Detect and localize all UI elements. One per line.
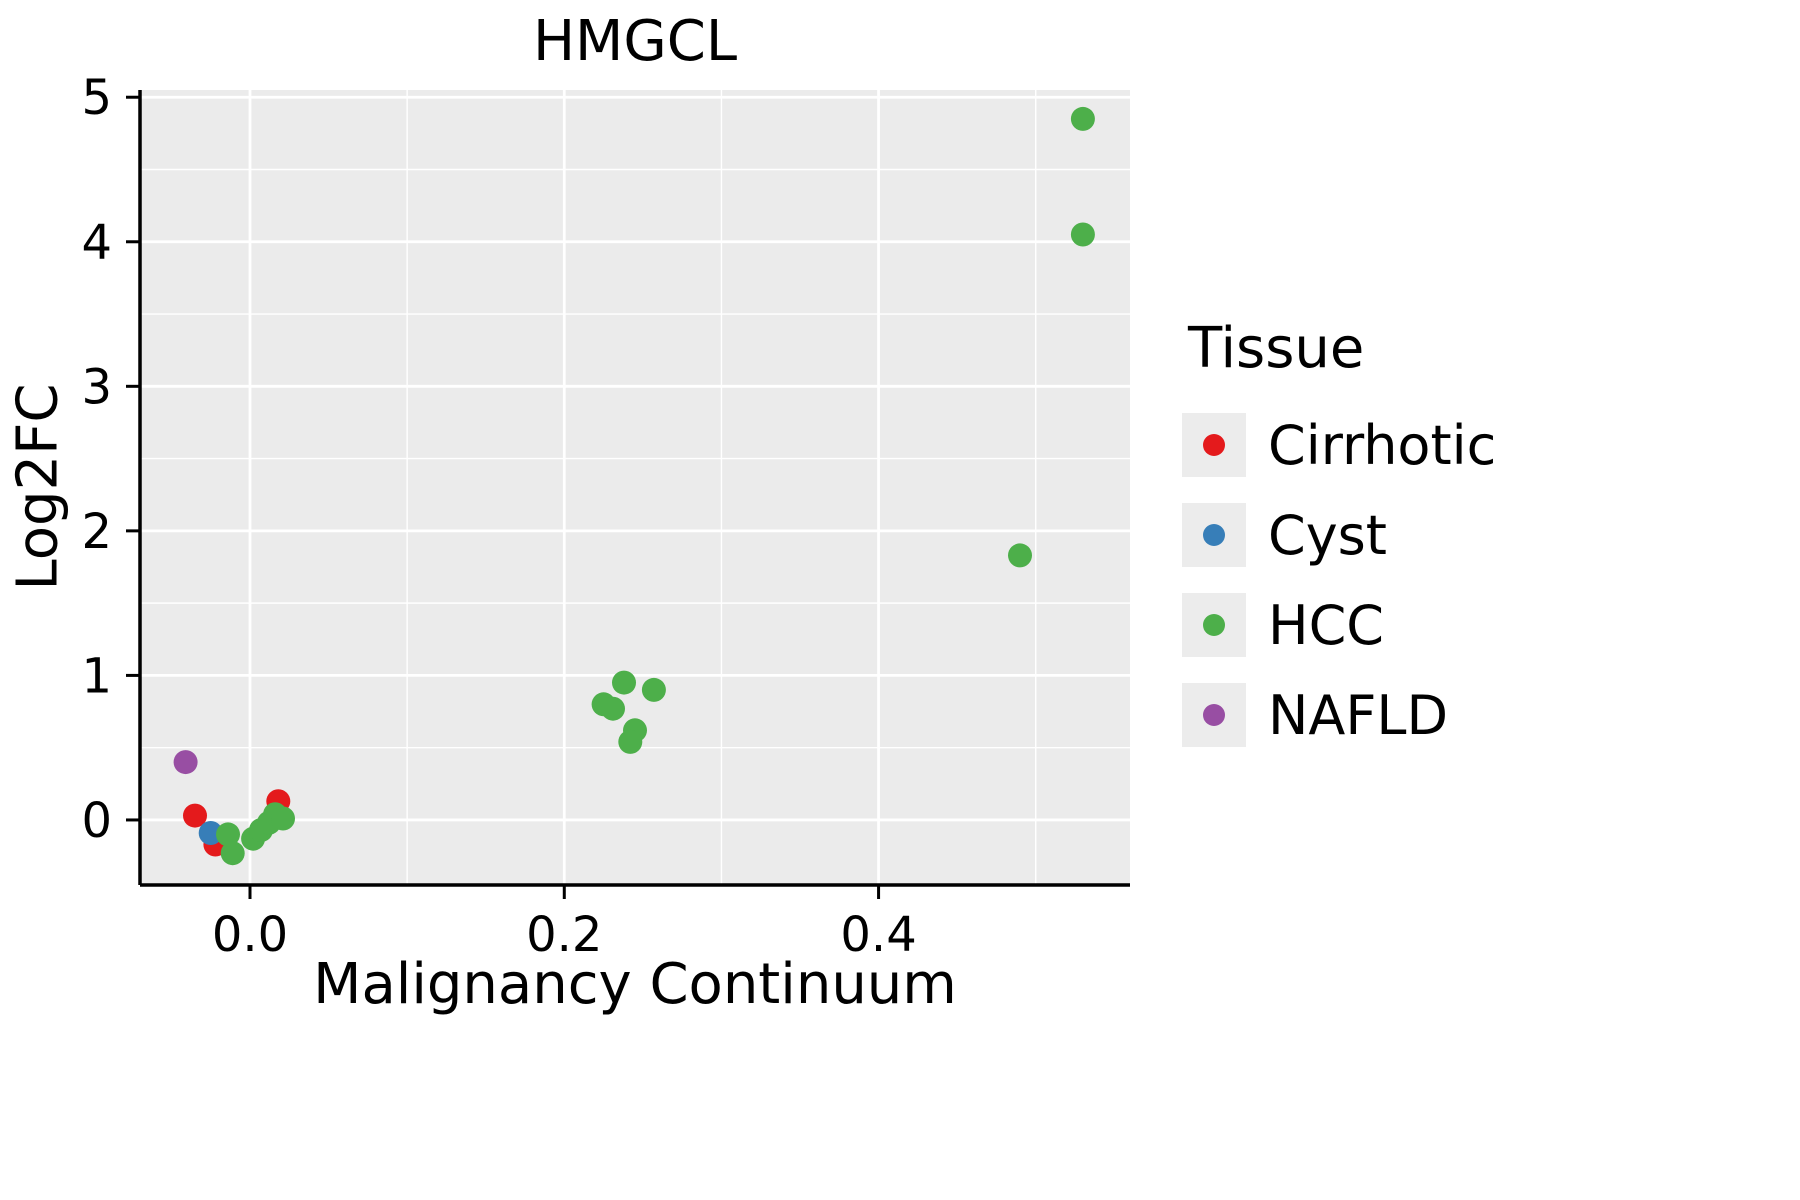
y-tick-label: 4 (81, 215, 112, 271)
legend-title: Tissue (1188, 316, 1365, 381)
legend-key (1182, 413, 1246, 477)
legend-swatch-dot-nafld (1203, 704, 1225, 726)
x-tick-label: 0.4 (840, 907, 916, 963)
data-point-hcc (1070, 106, 1095, 131)
data-point-hcc (601, 696, 625, 721)
legend-key (1182, 593, 1246, 657)
x-axis-label: Malignancy Continuum (313, 952, 957, 1017)
legend-swatch-dot-cyst (1203, 524, 1225, 546)
plot-title: HMGCL (532, 9, 738, 74)
legend-item-label: Cyst (1268, 503, 1387, 567)
y-tick-label: 3 (81, 359, 112, 415)
data-point-cyst (198, 821, 223, 845)
data-point-hcc (1070, 222, 1095, 247)
legend-item-label: HCC (1268, 593, 1385, 657)
legend-swatch-dot-hcc (1203, 614, 1225, 636)
x-tick-label: 0.0 (212, 907, 288, 963)
legend-item-hcc: HCC (1182, 593, 1496, 657)
data-point-hcc (216, 822, 240, 847)
legend-swatch-dot-cirrhotic (1203, 434, 1225, 456)
legend: Tissue Cirrhotic Cyst HCC NAFLD (1182, 316, 1496, 773)
legend-items: Cirrhotic Cyst HCC NAFLD (1182, 413, 1496, 747)
plot-panel (140, 90, 1130, 885)
y-tick-label: 5 (81, 70, 112, 126)
y-tick-label: 1 (81, 648, 112, 704)
legend-key (1182, 503, 1246, 567)
legend-item-cyst: Cyst (1182, 503, 1496, 567)
legend-item-label: Cirrhotic (1268, 413, 1497, 477)
data-point-hcc (641, 677, 666, 702)
data-point-hcc (220, 841, 245, 866)
data-point-hcc (1008, 543, 1032, 568)
data-point-cirrhotic (183, 803, 207, 828)
data-point-hcc (271, 806, 295, 831)
legend-key (1182, 683, 1246, 747)
legend-item-label: NAFLD (1268, 683, 1449, 747)
data-point-hcc (612, 670, 636, 695)
y-axis-label: Log2FC (5, 383, 71, 591)
x-tick-label: 0.2 (526, 907, 602, 963)
data-point-hcc (618, 729, 643, 754)
legend-item-cirrhotic: Cirrhotic (1182, 413, 1496, 477)
y-tick-label: 2 (81, 504, 112, 560)
data-point-nafld (173, 750, 198, 775)
legend-item-nafld: NAFLD (1182, 683, 1496, 747)
y-tick-label: 0 (81, 793, 112, 849)
